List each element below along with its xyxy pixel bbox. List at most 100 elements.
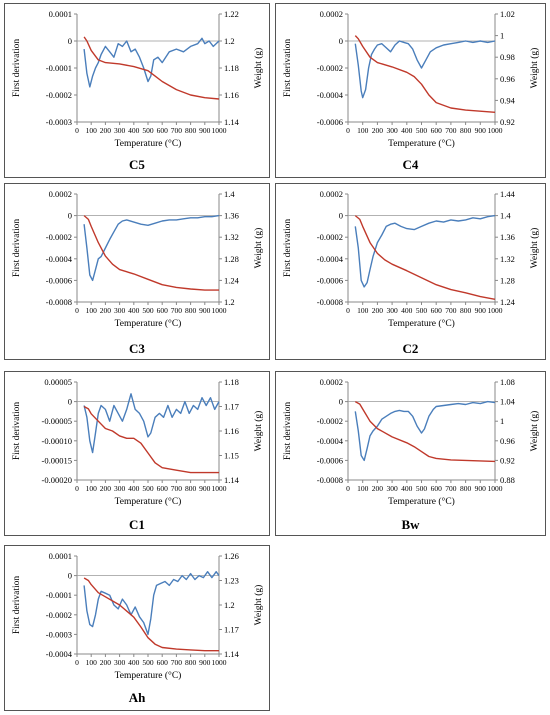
chart-svg: 0.0002 0 -0.0002 -0.0004 -0.0006 1.02 1 0.98 0.9… xyxy=(283,9,540,149)
weight-series-line xyxy=(83,577,219,652)
y-right-axis-label: Weight (g) xyxy=(253,228,264,269)
y-right-tick-label: 1.24 xyxy=(224,275,240,285)
y-right-tick-label: 0.96 xyxy=(500,74,515,84)
x-tick-label: 0 xyxy=(75,484,79,493)
y-left-axis-label: First derivation xyxy=(283,219,293,278)
chart-caption: C2 xyxy=(402,341,419,356)
y-right-tick-label: 1.08 xyxy=(500,377,515,387)
y-right-tick-label: 1 xyxy=(500,31,504,41)
y-right-tick-label: 0.96 xyxy=(500,436,515,446)
derivative-series-line xyxy=(83,393,220,454)
x-tick-label: 400 xyxy=(401,126,413,135)
y-left-axis-label: First derivation xyxy=(12,402,22,461)
y-left-tick-label: 0.0002 xyxy=(320,377,343,387)
chart-caption: C5 xyxy=(129,157,145,172)
y-left-tick-label: -0.0004 xyxy=(46,254,73,264)
x-tick-label: 800 xyxy=(185,484,197,493)
x-tick-label: 0 xyxy=(346,126,350,135)
y-right-tick-label: 1.36 xyxy=(500,232,515,242)
x-tick-label: 0 xyxy=(75,126,79,135)
y-right-tick-label: 1.04 xyxy=(500,397,516,407)
x-tick-label: 300 xyxy=(114,484,126,493)
chart-panel-c1: 0.00005 0 -0.00005 -0.00010 -0.00015 -0.00020… xyxy=(4,371,270,536)
y-right-tick-label: 1.2 xyxy=(224,36,235,46)
y-right-tick-label: 1.14 xyxy=(224,649,240,659)
y-right-tick-label: 1.22 xyxy=(224,9,239,19)
y-right-tick-label: 1.18 xyxy=(224,377,239,387)
x-tick-label: 800 xyxy=(185,658,197,667)
x-tick-label: 500 xyxy=(142,484,154,493)
y-right-axis-label: Weight (g) xyxy=(253,411,264,452)
weight-series-line xyxy=(83,405,219,474)
x-tick-label: 200 xyxy=(372,126,384,135)
chart-panel-ah: 0.0001 0 -0.0001 -0.0002 -0.0003 -0.0004 1.26 1… xyxy=(4,545,270,711)
x-tick-label: 900 xyxy=(199,658,211,667)
x-tick-label: 700 xyxy=(171,484,183,493)
chart-svg: 0.0002 0 -0.0002 -0.0004 -0.0006 -0.0008 1.44 1… xyxy=(283,189,540,329)
y-left-tick-label: -0.0004 xyxy=(317,90,344,100)
y-right-axis-label: Weight (g) xyxy=(529,411,540,452)
x-tick-label: 400 xyxy=(128,306,140,315)
y-left-tick-label: -0.0006 xyxy=(46,275,72,285)
chart-panel-c2: 0.0002 0 -0.0002 -0.0004 -0.0006 -0.0008 1.44 1… xyxy=(275,183,546,360)
x-tick-label: 600 xyxy=(157,658,169,667)
chart-caption: C4 xyxy=(402,157,419,172)
y-right-tick-label: 1.28 xyxy=(224,254,239,264)
y-left-tick-label: -0.0002 xyxy=(317,63,343,73)
y-left-tick-label: -0.0002 xyxy=(46,232,72,242)
x-axis-label: Temperature (°C) xyxy=(115,138,182,149)
y-right-tick-label: 1.15 xyxy=(224,451,239,461)
chart-caption: C1 xyxy=(129,517,145,532)
x-tick-label: 1000 xyxy=(212,658,227,667)
y-right-tick-label: 0.92 xyxy=(500,117,515,127)
y-right-tick-label: 0.88 xyxy=(500,475,515,485)
x-tick-label: 300 xyxy=(114,306,126,315)
x-tick-label: 800 xyxy=(185,306,197,315)
x-tick-label: 1000 xyxy=(488,484,503,493)
weight-series-line xyxy=(83,36,220,100)
y-right-tick-label: 1.14 xyxy=(224,117,240,127)
x-tick-label: 400 xyxy=(128,658,140,667)
y-left-tick-label: 0.0002 xyxy=(49,189,72,199)
x-axis-label: Temperature (°C) xyxy=(388,496,455,507)
x-tick-label: 700 xyxy=(171,306,183,315)
x-tick-label: 0 xyxy=(75,306,79,315)
y-left-tick-label: -0.0002 xyxy=(46,90,72,100)
y-right-tick-label: 0.98 xyxy=(500,52,515,62)
x-tick-label: 900 xyxy=(199,306,211,315)
x-tick-label: 800 xyxy=(460,484,472,493)
y-right-tick-label: 1.17 xyxy=(224,402,239,412)
x-axis-label: Temperature (°C) xyxy=(388,138,455,149)
x-tick-label: 1000 xyxy=(488,126,503,135)
x-tick-label: 800 xyxy=(460,126,472,135)
y-left-tick-label: 0.0002 xyxy=(320,189,343,199)
x-tick-label: 500 xyxy=(416,484,428,493)
x-tick-label: 200 xyxy=(372,306,384,315)
x-tick-label: 1000 xyxy=(212,126,227,135)
x-tick-label: 600 xyxy=(157,306,169,315)
x-tick-label: 500 xyxy=(142,658,154,667)
y-left-tick-label: -0.0002 xyxy=(317,232,343,242)
y-left-tick-label: -0.0002 xyxy=(46,610,72,620)
y-left-axis-label: First derivation xyxy=(283,402,293,461)
y-left-tick-label: 0 xyxy=(68,397,72,407)
x-tick-label: 100 xyxy=(357,484,369,493)
y-left-tick-label: 0 xyxy=(339,397,343,407)
x-tick-label: 300 xyxy=(386,126,398,135)
x-tick-label: 900 xyxy=(199,484,211,493)
x-tick-label: 100 xyxy=(86,658,98,667)
y-right-tick-label: 1.32 xyxy=(224,232,239,242)
y-right-axis-label: Weight (g) xyxy=(529,48,540,89)
y-left-axis-label: First derivation xyxy=(12,576,22,635)
y-left-tick-label: -0.0008 xyxy=(317,297,343,307)
x-tick-label: 900 xyxy=(475,306,487,315)
y-right-tick-label: 1.26 xyxy=(224,551,239,561)
y-left-tick-label: -0.0004 xyxy=(317,436,344,446)
derivative-series-line xyxy=(83,37,220,88)
x-tick-label: 900 xyxy=(475,126,487,135)
y-right-axis-label: Weight (g) xyxy=(529,228,540,269)
x-tick-label: 0 xyxy=(75,658,79,667)
y-left-tick-label: -0.0004 xyxy=(46,649,73,659)
x-tick-label: 200 xyxy=(100,484,112,493)
x-tick-label: 800 xyxy=(460,306,472,315)
